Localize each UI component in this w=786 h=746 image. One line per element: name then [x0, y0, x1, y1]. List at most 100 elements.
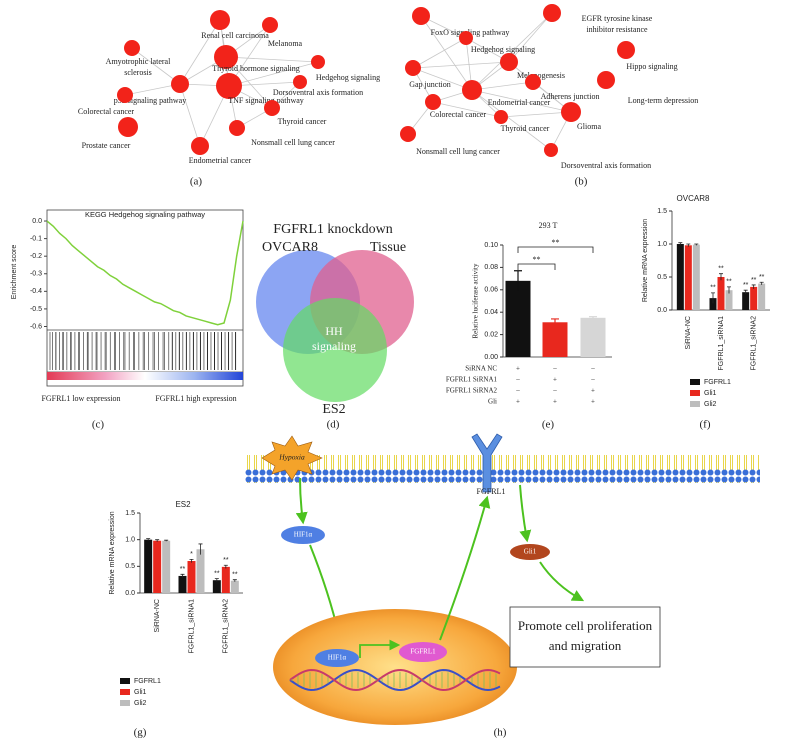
venn-set: [283, 298, 387, 402]
network-node: [229, 120, 245, 136]
legend-label: Gli1: [704, 390, 717, 397]
y-tick-label: 0.10: [484, 242, 498, 249]
chart-title: ES2: [175, 500, 191, 509]
error-bar: [223, 564, 228, 569]
panel-label: (a): [190, 176, 203, 188]
bar: [684, 245, 692, 310]
network-node: [262, 17, 278, 33]
network-edge: [412, 37, 467, 69]
bar: [153, 540, 162, 593]
condition-sign: +: [516, 365, 520, 373]
condition-sign: +: [591, 387, 595, 395]
legend-label: Gli2: [134, 700, 147, 707]
axis-end-label: FGFRL1 low expression: [41, 394, 120, 403]
arrow: [295, 477, 308, 525]
sig-label: **: [552, 238, 560, 247]
legend-swatch: [120, 678, 130, 684]
bar: [144, 539, 153, 593]
error-bar: [146, 538, 151, 541]
network-node: [405, 60, 421, 76]
arrow: [439, 495, 491, 641]
bar: [505, 280, 531, 357]
y-tick-label: -0.3: [30, 271, 42, 278]
panel-label: (d): [327, 419, 340, 431]
hypoxia-label: Hypoxia: [278, 453, 305, 462]
error-bar: [694, 243, 699, 246]
bar: [717, 277, 725, 310]
dna-strand: [289, 668, 501, 692]
network-node: [525, 74, 541, 90]
sig-label: **: [214, 570, 220, 577]
node-label: Colorectal cancer: [430, 110, 487, 119]
sig-label: **: [743, 282, 749, 289]
condition-name: Gli: [488, 398, 497, 406]
bar: [758, 283, 766, 310]
error-bar: [589, 316, 597, 319]
node-label: Endometrial cancer: [488, 98, 551, 107]
node-label: Adherens junction: [541, 92, 600, 101]
node-label: sclerosis: [124, 68, 152, 77]
y-tick-label: 0.00: [484, 354, 498, 361]
node-label: Renal cell carcinoma: [201, 31, 269, 40]
y-tick-label: 0.06: [484, 287, 498, 294]
network-node: [543, 4, 561, 22]
error-bar: [743, 289, 748, 295]
bar: [709, 298, 717, 310]
node-label: Melanogenesis: [517, 71, 565, 80]
error-bar: [180, 573, 185, 578]
bar: [221, 566, 230, 593]
y-tick-label: 0.08: [484, 264, 498, 271]
y-tick-label: 0.0: [125, 590, 135, 597]
panel-label: (h): [494, 727, 507, 739]
bar: [212, 580, 221, 593]
bar: [676, 244, 684, 310]
sig-label: **: [759, 274, 765, 281]
hypoxia-burst: [261, 435, 323, 481]
network-edge: [471, 81, 534, 91]
network-node: [216, 73, 242, 99]
network-node: [171, 75, 189, 93]
legend-label: FGFRL1: [134, 678, 161, 685]
sig-label: **: [232, 572, 238, 579]
network-edge: [179, 19, 221, 85]
node-label: Nonsmall cell lung cancer: [416, 147, 500, 156]
y-tick-label: 0.02: [484, 331, 498, 338]
node-label: EGFR tyrosine kinase: [582, 14, 653, 23]
y-tick-label: -0.5: [30, 306, 42, 313]
node-label: Endometrial cancer: [189, 156, 252, 165]
chart-title: KEGG Hedgehog signaling pathway: [85, 210, 205, 219]
outcome-box: [509, 606, 661, 668]
condition-name: SiRNA NC: [465, 365, 497, 373]
network-node: [118, 117, 138, 137]
error-bar: [514, 270, 522, 291]
x-tick-label: SiRNA-NC: [685, 316, 692, 349]
venn-intersection: signaling: [312, 339, 356, 353]
outcome-text: and migration: [549, 638, 622, 653]
panel-label: (e): [542, 419, 555, 431]
error-bar: [189, 559, 194, 563]
condition-sign: –: [552, 387, 557, 395]
x-tick-label: FGFRL1_siRNA1: [718, 316, 725, 371]
hif-label: HIF1α: [294, 531, 313, 539]
y-tick-label: 0.5: [125, 563, 135, 570]
bar: [725, 290, 733, 310]
node-label: Gap junction: [409, 80, 451, 89]
network-node: [311, 55, 325, 69]
bar: [187, 561, 196, 593]
node-label: Dorsoventral axis formation: [273, 88, 363, 97]
panel-label: (c): [92, 419, 105, 431]
y-tick-label: 0.04: [484, 309, 498, 316]
condition-sign: –: [515, 387, 520, 395]
node-label: Hippo signaling: [626, 62, 677, 71]
venn-set-label: OVCAR8: [262, 240, 318, 255]
error-bar: [214, 578, 219, 582]
chart-title: OVCAR8: [677, 194, 710, 203]
y-tick-label: -0.4: [30, 288, 42, 295]
sig-label: **: [726, 279, 732, 286]
condition-sign: –: [515, 376, 520, 384]
error-bar: [678, 242, 683, 246]
error-bar: [711, 292, 715, 304]
network-edge: [228, 61, 319, 87]
node-label: Colorectal cancer: [78, 107, 135, 116]
sig-label: **: [710, 285, 716, 292]
